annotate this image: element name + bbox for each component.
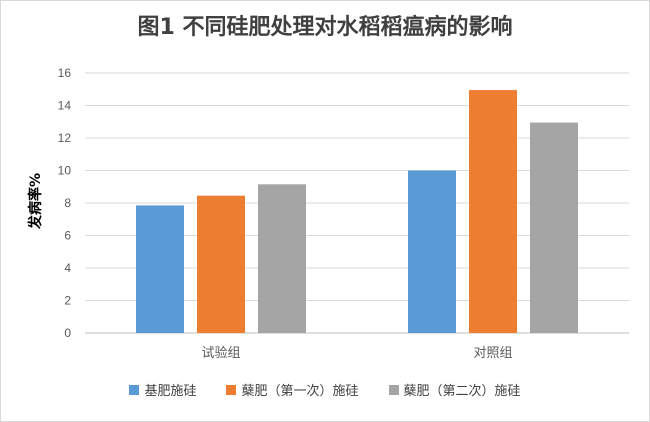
y-axis-label: 发病率% <box>28 172 44 230</box>
legend-swatch-series-2 <box>226 384 237 395</box>
legend-label-series-3: 蘖肥（第二次）施硅 <box>403 384 521 399</box>
legend-item-series-2: 蘖肥（第一次）施硅 <box>226 380 359 399</box>
legend-swatch-series-1 <box>129 384 140 395</box>
y-axis-label-wrap: 发病率% <box>5 151 65 251</box>
legend-label-series-2: 蘖肥（第一次）施硅 <box>241 384 359 399</box>
y-tick-label-0: 0 <box>64 326 71 340</box>
bar-2-series-3 <box>530 122 578 333</box>
legend: 基肥施硅 蘖肥（第一次）施硅 蘖肥（第二次）施硅 <box>1 380 649 399</box>
y-tick-label-6: 12 <box>58 131 72 145</box>
y-tick-label-7: 14 <box>58 99 72 113</box>
legend-item-series-3: 蘖肥（第二次）施硅 <box>388 380 521 399</box>
x-tick-label-1: 试验组 <box>201 345 240 361</box>
y-tick-label-2: 4 <box>64 261 71 275</box>
legend-swatch-series-3 <box>388 384 399 395</box>
y-tick-label-8: 16 <box>58 66 72 80</box>
bar-2-series-1 <box>408 170 456 333</box>
y-tick-label-1: 2 <box>64 294 71 308</box>
bar-1-series-2 <box>197 195 245 333</box>
bar-1-series-3 <box>258 184 306 333</box>
bar-1-series-1 <box>136 205 184 333</box>
y-tick-label-4: 8 <box>64 196 71 210</box>
x-tick-label-2: 对照组 <box>473 346 512 361</box>
y-tick-label-5: 10 <box>58 164 72 178</box>
bar-2-series-2 <box>469 90 517 333</box>
y-tick-label-3: 6 <box>64 229 71 243</box>
chart-title: 图1 不同硅肥处理对水稻稻瘟病的影响 <box>137 15 513 40</box>
legend-item-series-1: 基肥施硅 <box>129 380 196 399</box>
legend-label-series-1: 基肥施硅 <box>144 384 197 399</box>
